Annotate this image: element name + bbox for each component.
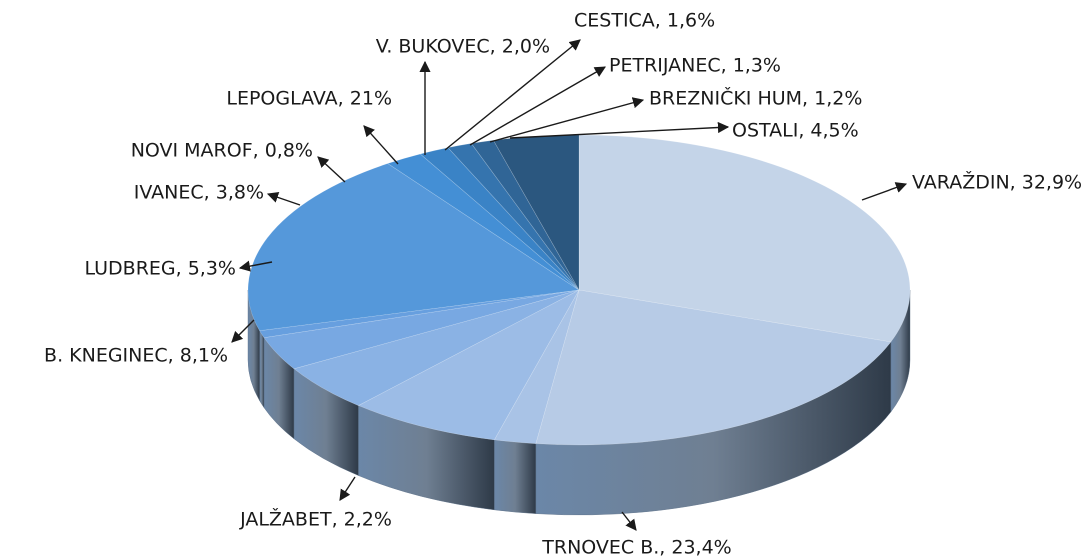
slice xyxy=(263,289,580,370)
label-arrow xyxy=(621,511,637,531)
data-label: JALŽABET, 2,2% xyxy=(239,508,392,531)
slice xyxy=(493,289,580,444)
data-label: B. KNEGINEC, 8,1% xyxy=(44,345,228,367)
data-label: LEPOGLAVA, 21% xyxy=(226,88,392,110)
slice xyxy=(535,289,892,446)
slice xyxy=(293,289,580,406)
slice xyxy=(259,289,580,338)
data-label: TRNOVEC B., 23,4% xyxy=(541,537,731,559)
data-label: OSTALI, 4,5% xyxy=(732,120,859,142)
slice xyxy=(578,134,911,343)
slice xyxy=(357,289,580,441)
slice xyxy=(247,163,580,332)
label-arrow xyxy=(489,97,645,143)
label-arrow xyxy=(231,319,255,343)
label-arrow xyxy=(317,156,346,183)
slice-side xyxy=(494,439,537,514)
label-arrow xyxy=(861,182,908,201)
data-label: LUDBREG, 5,3% xyxy=(85,258,237,280)
data-label: IVANEC, 3,8% xyxy=(134,182,264,204)
slice xyxy=(387,153,580,291)
slice-side xyxy=(259,329,265,409)
label-arrow xyxy=(339,476,356,501)
data-label: BREZNIČKI HUM, 1,2% xyxy=(649,86,862,110)
data-label: VARAŽDIN, 32,9% xyxy=(912,171,1082,194)
label-arrow xyxy=(266,191,301,206)
label-arrow xyxy=(444,39,581,151)
data-label: CESTICA, 1,6% xyxy=(574,10,715,32)
data-label: NOVI MAROF, 0,8% xyxy=(131,140,313,162)
label-arrow xyxy=(509,121,730,139)
data-label: PETRIJANEC, 1,3% xyxy=(609,55,781,77)
label-arrow xyxy=(238,260,273,272)
data-label: V. BUKOVEC, 2,0% xyxy=(376,36,550,58)
label-arrow xyxy=(469,66,606,146)
label-arrow xyxy=(363,125,399,165)
